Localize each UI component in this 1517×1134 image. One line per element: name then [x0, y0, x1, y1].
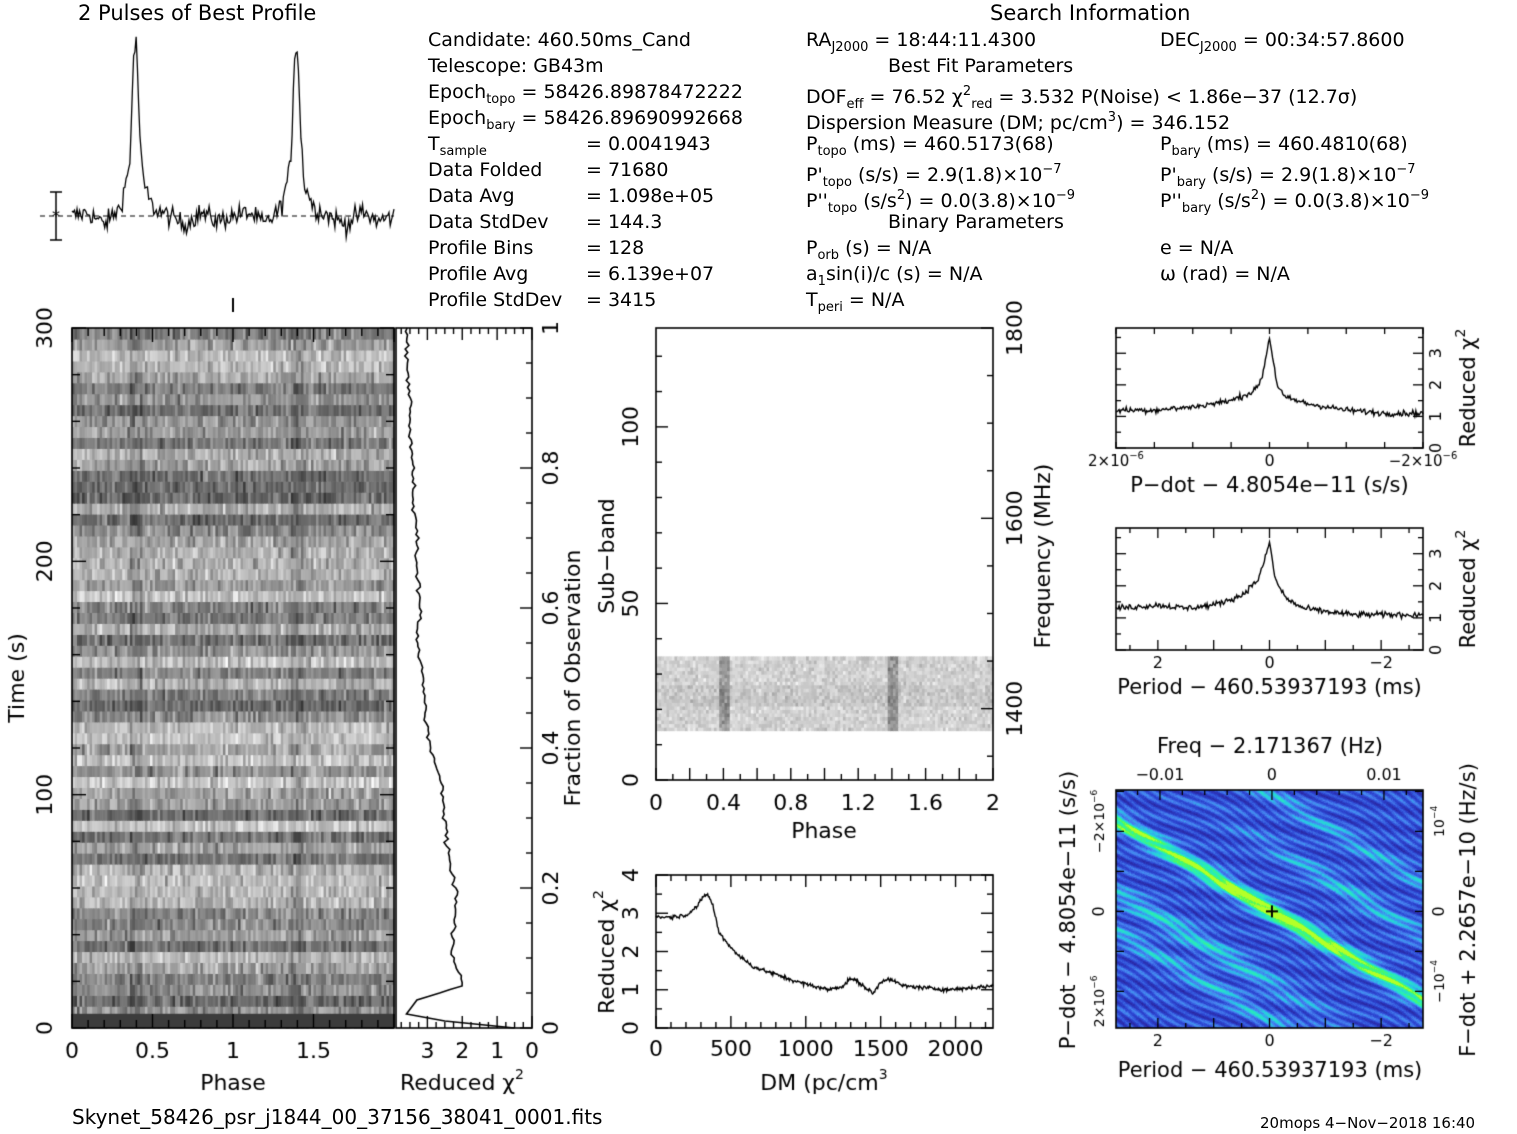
data-stddev-value: = 144.3: [586, 211, 663, 233]
omega-line: ω (rad) = N/A: [1160, 263, 1290, 285]
data-folded-value: = 71680: [586, 159, 669, 181]
ra-line: RAJ2000 = 18:44:11.4300: [806, 29, 1037, 55]
t-sample-label: Tsample: [428, 133, 487, 159]
profile-stddev-value: = 3415: [586, 289, 657, 311]
binary-title: Binary Parameters: [888, 211, 1064, 233]
p-orb-line: Porb (s) = N/A: [806, 237, 932, 263]
profile-avg-value: = 6.139e+07: [586, 263, 715, 285]
pddot-topo-line: P''topo (s/s2) = 0.0(3.8)×10−9: [806, 188, 1076, 216]
dm-line: Dispersion Measure (DM; pc/cm3) = 346.15…: [806, 110, 1231, 134]
profile-bins-label: Profile Bins: [428, 237, 534, 259]
a1sini-line: a1sin(i)/c (s) = N/A: [806, 263, 983, 289]
p-topo-line: Ptopo (ms) = 460.5173(68): [806, 133, 1054, 159]
profile-avg-label: Profile Avg: [428, 263, 529, 285]
candidate-line: Candidate: 460.50ms_Cand: [428, 29, 691, 51]
profile-bins-value: = 128: [586, 237, 645, 259]
p-bary-line: Pbary (ms) = 460.4810(68): [1160, 133, 1408, 159]
profile-stddev-label: Profile StdDev: [428, 289, 563, 311]
best-fit-title: Best Fit Parameters: [888, 55, 1074, 77]
dof-chi2-line: DOFeff = 76.52 χ2red = 3.532 P(Noise) < …: [806, 84, 1358, 112]
epoch-bary-line: Epochbary = 58426.89690992668: [428, 107, 743, 133]
timestamp-label: 20mops 4−Nov−2018 16:40: [1260, 1114, 1476, 1132]
filename-label: Skynet_58426_psr_j1844_00_37156_38041_00…: [72, 1105, 603, 1129]
data-avg-value: = 1.098e+05: [586, 185, 715, 207]
data-folded-label: Data Folded: [428, 159, 543, 181]
profile-title: 2 Pulses of Best Profile: [78, 1, 317, 25]
pdot-topo-line: P'topo (s/s) = 2.9(1.8)×10−7: [806, 162, 1062, 190]
epoch-topo-line: Epochtopo = 58426.89878472222: [428, 81, 743, 107]
t-peri-line: Tperi = N/A: [806, 289, 905, 315]
t-sample-value: = 0.0041943: [586, 133, 711, 155]
pdot-bary-line: P'bary (s/s) = 2.9(1.8)×10−7: [1160, 162, 1416, 190]
e-line: e = N/A: [1160, 237, 1234, 259]
pddot-bary-line: P''bary (s/s2) = 0.0(3.8)×10−9: [1160, 188, 1430, 216]
telescope-line: Telescope: GB43m: [428, 55, 604, 77]
data-avg-label: Data Avg: [428, 185, 515, 207]
data-stddev-label: Data StdDev: [428, 211, 549, 233]
dec-line: DECJ2000 = 00:34:57.8600: [1160, 29, 1405, 55]
search-info-title: Search Information: [990, 1, 1191, 25]
